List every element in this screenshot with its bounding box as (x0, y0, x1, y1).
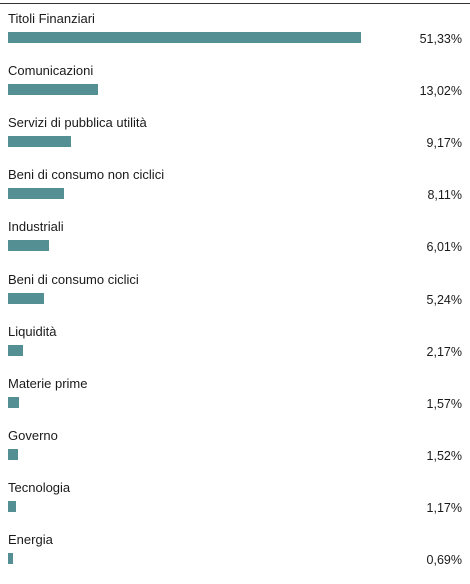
value-bar (8, 500, 17, 512)
category-label: Servizi di pubblica utilità (8, 115, 147, 131)
value-bar (8, 396, 19, 408)
bar-row: Governo 1,52% (0, 428, 470, 480)
value-label: 51,33% (419, 32, 462, 46)
value-bar (8, 84, 98, 96)
value-bar (8, 136, 72, 148)
value-label: 6,01% (426, 240, 462, 255)
category-label: Industriali (8, 219, 64, 235)
category-label: Energia (8, 532, 53, 547)
allocation-bar-chart: Titoli Finanziari 51,33% Comunicazioni 13,0… (0, 11, 470, 567)
category-label: Materie prime (8, 375, 88, 391)
bar-row: Beni di consumo ciclici 5,24% (0, 272, 470, 324)
top-rule (0, 3, 470, 4)
value-bar (8, 292, 45, 304)
bar-row: Servizi di pubblica utilità 9,17% (0, 115, 470, 167)
bar-row: Energia 0,69% (0, 532, 470, 584)
bar-row: Industriali 6,01% (0, 219, 470, 271)
category-label: Beni di consumo ciclici (8, 271, 139, 287)
category-label: Governo (8, 427, 58, 443)
value-label: 13,02% (419, 84, 462, 99)
value-label: 9,17% (426, 136, 462, 151)
value-bar (8, 188, 64, 200)
bar-row: Liquidità 2,17% (0, 324, 470, 376)
value-bar (8, 32, 362, 43)
value-label: 8,11% (427, 188, 462, 203)
bar-row: Materie prime 1,57% (0, 376, 470, 428)
value-label: 0,69% (426, 553, 462, 567)
bar-row: Tecnologia 1,17% (0, 480, 470, 532)
value-label: 5,24% (426, 292, 462, 307)
category-label: Liquidità (8, 323, 57, 339)
value-bar (8, 344, 23, 356)
bar-row: Comunicazioni 13,02% (0, 63, 470, 115)
category-label: Titoli Finanziari (8, 11, 95, 26)
value-label: 1,57% (426, 396, 462, 411)
bar-row: Titoli Finanziari 51,33% (0, 11, 470, 63)
bar-row: Beni di consumo non ciclici 8,11% (0, 167, 470, 219)
category-label: Beni di consumo non ciclici (8, 167, 165, 183)
category-label: Tecnologia (8, 479, 71, 495)
value-label: 1,17% (426, 500, 462, 515)
category-label: Comunicazioni (8, 63, 94, 79)
value-label: 1,52% (426, 448, 462, 463)
value-bar (8, 448, 19, 460)
value-label: 2,17% (426, 344, 462, 359)
value-bar (8, 553, 13, 564)
value-bar (8, 240, 50, 252)
